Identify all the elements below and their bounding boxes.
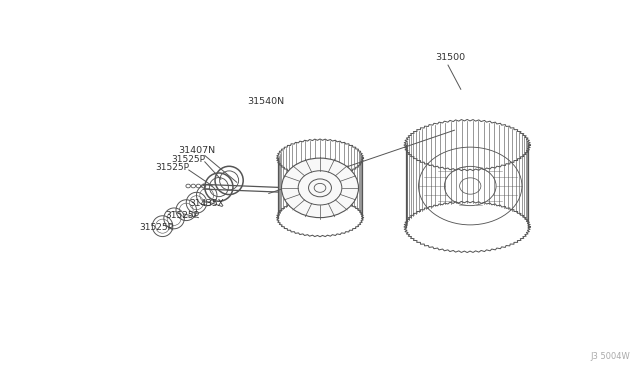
Text: 31407N: 31407N [178, 145, 215, 154]
Text: 31525P: 31525P [140, 223, 173, 232]
Text: 31435X: 31435X [189, 199, 223, 208]
Text: 31525P: 31525P [172, 155, 205, 164]
Text: 31525P: 31525P [156, 163, 189, 172]
Text: J3 5004W: J3 5004W [591, 352, 630, 361]
Ellipse shape [282, 158, 358, 218]
Text: 31525P: 31525P [165, 211, 199, 219]
Text: 31500: 31500 [435, 52, 465, 61]
Text: 31540N: 31540N [247, 97, 284, 106]
